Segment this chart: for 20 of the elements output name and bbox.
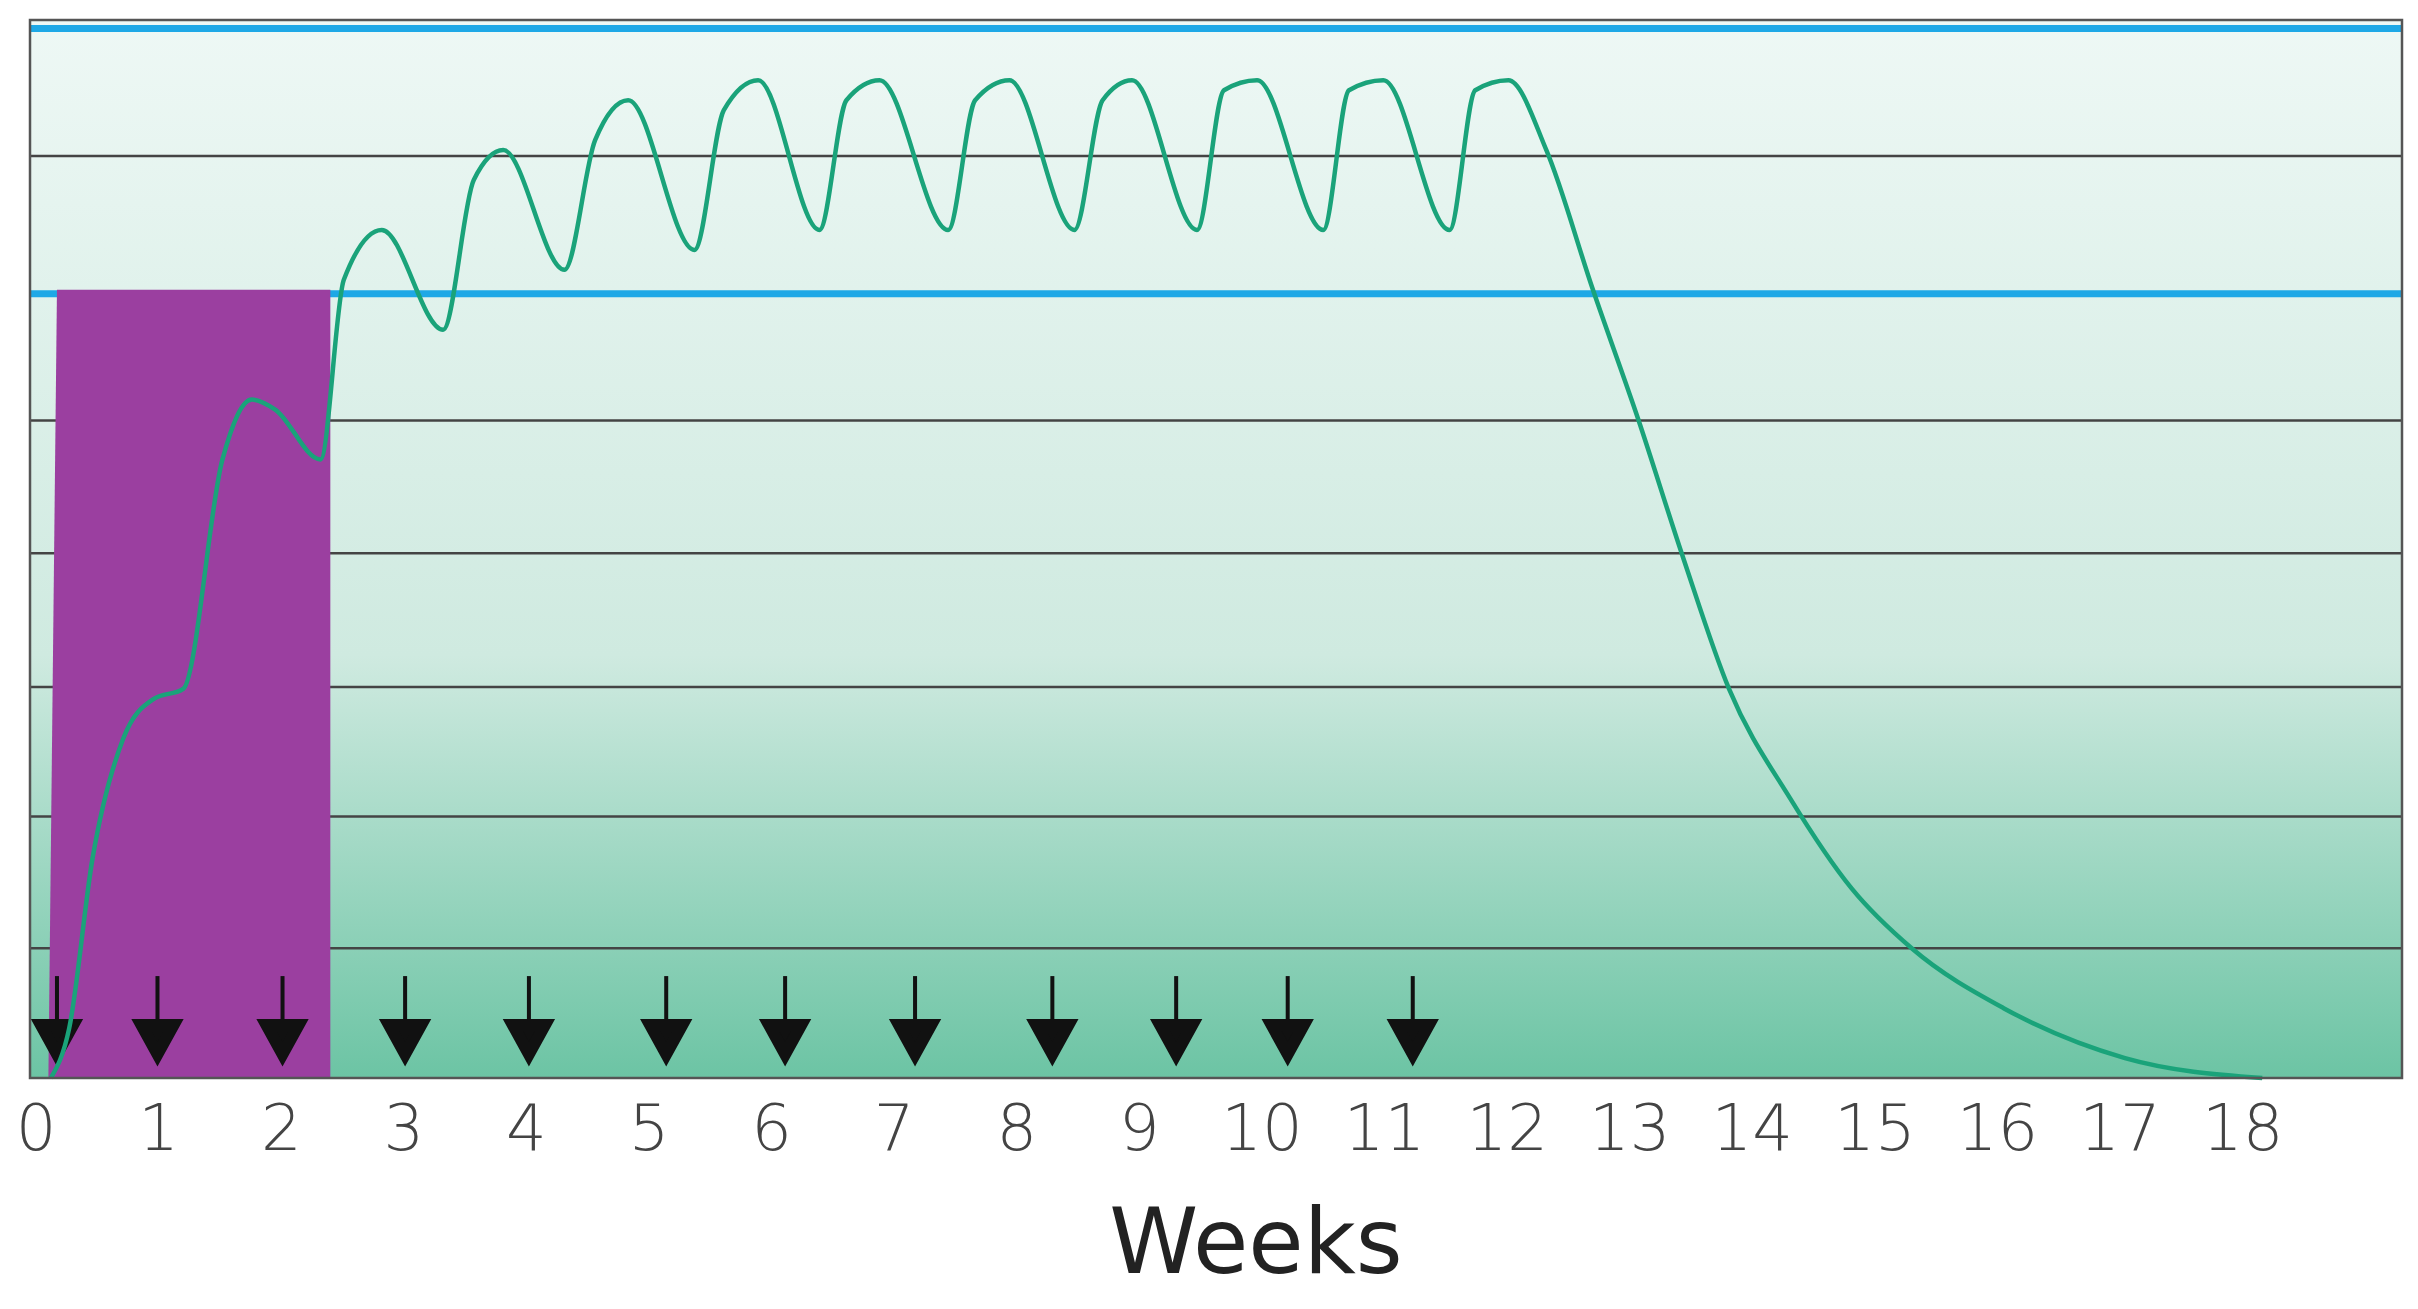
x-tick-label: 2: [260, 1091, 302, 1165]
x-tick-label: 18: [2201, 1091, 2284, 1165]
x-tick-label: 13: [1589, 1091, 1671, 1165]
x-tick-label: 5: [628, 1091, 670, 1165]
x-tick-label: 1: [138, 1091, 180, 1165]
x-tick-label: 3: [383, 1091, 425, 1165]
x-tick-label: 10: [1221, 1091, 1303, 1165]
x-axis-title: Weeks: [1109, 1189, 1403, 1294]
x-tick-label: 16: [1956, 1091, 2039, 1165]
x-tick-label: 0: [15, 1091, 57, 1165]
x-tick-label: 12: [1466, 1091, 1548, 1165]
x-tick-label: 11: [1343, 1091, 1426, 1165]
x-tick-label: 8: [996, 1091, 1038, 1165]
x-tick-label: 6: [751, 1091, 792, 1165]
x-tick-label: 17: [2079, 1091, 2161, 1165]
x-tick-label: 4: [506, 1091, 547, 1165]
x-tick-label: 14: [1711, 1091, 1794, 1165]
x-tick-label: 7: [873, 1091, 915, 1165]
x-tick-label: 9: [1119, 1091, 1160, 1165]
x-tick-label: 15: [1834, 1091, 1916, 1165]
